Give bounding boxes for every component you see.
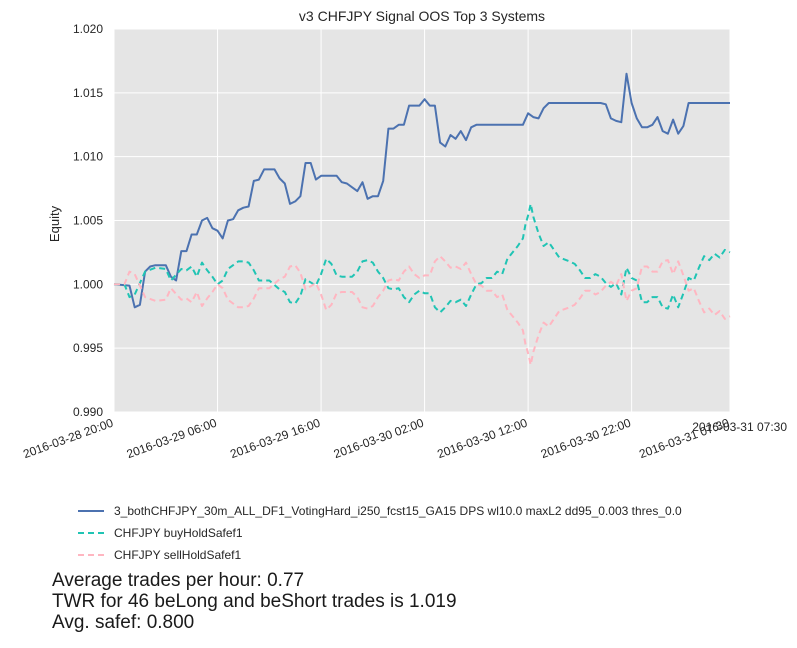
- y-tick-labels: 0.990 0.995 1.000 1.005 1.010 1.015 1.020: [73, 22, 103, 419]
- y-tick-label: 1.015: [73, 86, 103, 100]
- x-tick-label: 2016-03-30 22:00: [539, 416, 633, 462]
- y-tick-label: 1.005: [73, 214, 103, 228]
- x-tick-label: 2016-03-30 12:00: [435, 416, 529, 462]
- y-axis-label: Equity: [47, 205, 62, 242]
- legend-swatch-sellhold: [78, 554, 104, 556]
- y-tick-label: 1.020: [73, 22, 103, 36]
- legend-label-sellhold: CHFJPY sellHoldSafef1: [114, 548, 242, 562]
- series-lines: [113, 72, 731, 366]
- y-tick-label: 1.000: [73, 277, 103, 291]
- legend-swatch-system: [78, 510, 104, 512]
- legend-label-system: 3_bothCHFJPY_30m_ALL_DF1_VotingHard_i250…: [114, 504, 682, 518]
- x-offset-label: 2016-03-31 07:30: [692, 420, 787, 434]
- series-line-sellhold: [114, 255, 731, 366]
- x-tick-label: 2016-03-30 02:00: [332, 416, 426, 462]
- x-tick-labels: 2016-03-28 20:00 2016-03-29 06:00 2016-03-…: [21, 416, 731, 462]
- avg-trades-text: Average trades per hour: 0.77: [52, 570, 305, 591]
- series-line-buyhold: [114, 202, 731, 314]
- x-tick-label: 2016-03-29 16:00: [228, 416, 322, 462]
- series-line-system: [113, 72, 730, 309]
- y-tick-label: 0.995: [73, 341, 103, 355]
- legend-swatch-buyhold: [78, 532, 104, 534]
- legend-label-buyhold: CHFJPY buyHoldSafef1: [114, 526, 243, 540]
- twr-text: TWR for 46 beLong and beShort trades is …: [52, 591, 457, 612]
- equity-chart: v3 CHFJPY Signal OOS Top 3 Systems 0.990…: [21, 8, 787, 462]
- grid-lines: [113, 28, 731, 413]
- x-tick-label: 2016-03-28 20:00: [21, 416, 115, 462]
- avg-safef-text: Avg. safef: 0.800: [52, 612, 195, 633]
- stats-block: Average trades per hour: 0.77 TWR for 46…: [52, 570, 457, 633]
- y-tick-label: 0.990: [73, 405, 103, 419]
- x-tick-label: 2016-03-29 06:00: [125, 416, 219, 462]
- chart-title: v3 CHFJPY Signal OOS Top 3 Systems: [299, 8, 545, 24]
- y-tick-label: 1.010: [73, 150, 103, 164]
